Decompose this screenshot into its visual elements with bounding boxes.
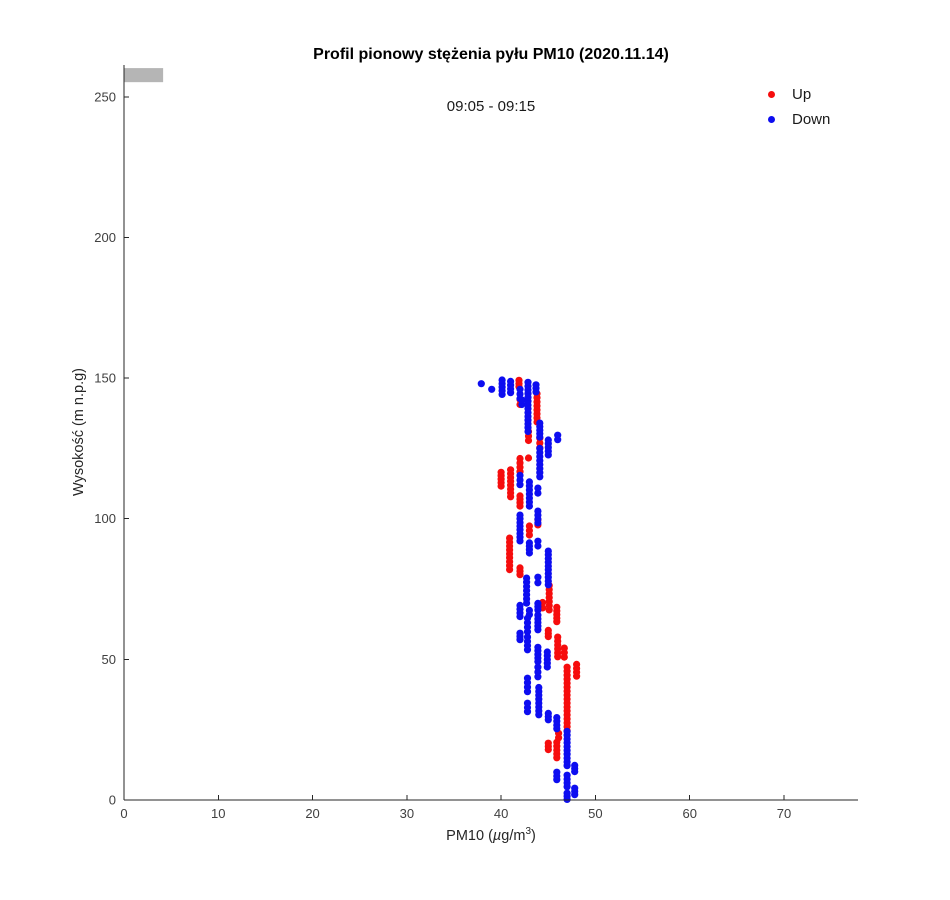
chart-subtitle: 09:05 - 09:15 xyxy=(446,98,536,115)
data-point-down xyxy=(534,611,542,619)
y-tick-label: 250 xyxy=(94,89,116,104)
data-point-down xyxy=(523,574,531,582)
data-point-up xyxy=(553,603,561,611)
data-point-down xyxy=(571,761,579,770)
x-tick-label: 60 xyxy=(682,806,696,821)
data-point-down xyxy=(507,377,515,385)
data-point-down xyxy=(544,436,552,444)
data-point-up xyxy=(497,468,505,476)
legend-label-up: Up xyxy=(792,85,812,103)
data-point-down xyxy=(534,643,542,651)
legend-label-down: Down xyxy=(792,110,831,128)
data-point-down xyxy=(518,396,526,404)
x-axis-label-post: ) xyxy=(531,827,536,844)
data-point-down xyxy=(523,633,532,641)
data-point-up xyxy=(544,739,552,747)
data-point-down xyxy=(516,471,524,479)
data-point-up xyxy=(525,522,534,530)
data-point-down xyxy=(544,547,552,555)
data-point-up xyxy=(573,660,581,669)
data-point-down xyxy=(534,484,542,492)
data-point-down xyxy=(516,511,524,519)
data-point-down xyxy=(523,674,532,682)
data-point-up xyxy=(563,663,571,671)
data-point-down xyxy=(563,771,571,779)
data-point-down xyxy=(525,478,534,486)
data-point-down xyxy=(534,507,542,515)
data-point-down xyxy=(563,727,571,736)
y-tick-label: 50 xyxy=(102,652,116,667)
legend-item-down: Down xyxy=(758,110,830,128)
x-tick-label: 40 xyxy=(494,806,508,821)
y-tick-label: 150 xyxy=(94,371,116,386)
data-point-down xyxy=(534,573,542,581)
data-point-up xyxy=(553,738,561,746)
x-tick-label: 10 xyxy=(211,806,225,821)
data-point-down xyxy=(534,599,542,608)
data-point-up xyxy=(516,564,524,572)
data-point-up xyxy=(506,534,514,542)
data-point-down xyxy=(535,683,543,692)
axes xyxy=(123,65,858,801)
data-point-down xyxy=(516,601,524,610)
data-point-down xyxy=(536,419,544,427)
scatter-series-up xyxy=(497,376,581,762)
chart-title: Profil pionowy stężenia pyłu PM10 (2020.… xyxy=(313,46,669,63)
data-point-down xyxy=(534,579,542,587)
data-point-up xyxy=(516,454,524,463)
data-point-up xyxy=(516,492,524,500)
x-axis-label: PM10 (µg/m3) xyxy=(124,826,858,844)
down-marker-icon xyxy=(768,115,775,123)
mu-symbol: µ xyxy=(492,827,502,844)
data-point-up xyxy=(544,626,552,635)
scatter-series-down xyxy=(477,376,579,804)
data-point-up xyxy=(507,466,515,474)
annotation-bar xyxy=(124,68,164,83)
data-point-down xyxy=(498,376,506,384)
x-tick-label: 0 xyxy=(120,806,127,821)
data-point-up xyxy=(554,633,562,641)
data-point-down xyxy=(523,614,532,622)
data-point-up xyxy=(560,644,568,652)
legend-item-up: Up xyxy=(758,85,830,103)
data-point-down xyxy=(544,709,552,718)
x-tick-label: 70 xyxy=(777,806,791,821)
data-point-down xyxy=(523,699,532,707)
data-point-down xyxy=(554,431,562,439)
data-point-down xyxy=(532,381,540,389)
data-point-down xyxy=(536,444,544,452)
data-point-down xyxy=(516,385,524,393)
y-tick-label: 200 xyxy=(94,230,116,245)
data-point-down xyxy=(477,380,485,388)
x-axis-label-pre: PM10 ( xyxy=(446,827,493,844)
data-point-down xyxy=(524,378,532,386)
data-point-down xyxy=(563,789,571,797)
y-axis-label: Wysokość (m n.p.g) xyxy=(71,368,87,496)
data-point-down xyxy=(488,385,496,393)
y-tick-label: 0 xyxy=(109,793,116,808)
x-tick-label: 30 xyxy=(400,806,414,821)
data-point-down xyxy=(553,768,561,776)
data-point-down xyxy=(534,663,542,671)
y-tick-label: 100 xyxy=(94,511,116,526)
x-axis-label-mid: g/m xyxy=(501,827,526,844)
data-point-up xyxy=(515,376,523,384)
data-point-down xyxy=(525,606,534,615)
data-point-down xyxy=(516,629,524,637)
x-tick-label: 50 xyxy=(588,806,602,821)
data-point-down xyxy=(553,714,561,722)
x-axis-label-sup: 3 xyxy=(525,826,531,837)
legend: Up Down xyxy=(758,85,830,128)
data-point-down xyxy=(543,648,551,656)
data-point-down xyxy=(571,784,579,792)
up-marker-icon xyxy=(768,90,775,98)
data-point-down xyxy=(525,539,534,547)
data-point-up xyxy=(524,454,533,462)
x-tick-label: 20 xyxy=(305,806,319,821)
data-point-down xyxy=(534,489,542,497)
data-point-down xyxy=(534,537,542,545)
